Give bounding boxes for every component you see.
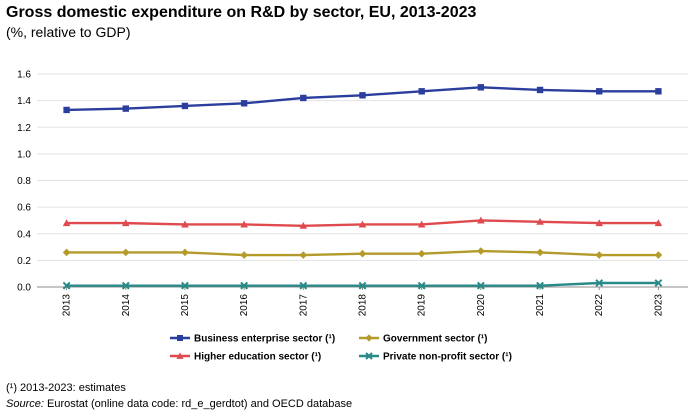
source-note: Source: Eurostat (online data code: rd_e… <box>6 398 352 410</box>
legend-marker <box>176 352 184 359</box>
data-point-government-sector <box>240 251 248 259</box>
data-point-private-non-profit-sector <box>121 281 130 290</box>
data-point-business-enterprise-sector <box>122 105 129 112</box>
y-tick-label: 0.2 <box>17 256 31 267</box>
data-point-private-non-profit-sector <box>595 279 604 287</box>
data-point-business-enterprise-sector <box>181 102 189 110</box>
data-point-private-non-profit-sector <box>299 281 308 290</box>
y-tick-label: 0.0 <box>17 283 31 294</box>
legend-marker <box>365 352 373 360</box>
data-point-business-enterprise-sector <box>63 106 70 114</box>
data-point-business-enterprise-sector <box>418 88 425 95</box>
y-tick-label: 1.2 <box>17 123 31 134</box>
legend-label: Government sector (¹) <box>383 334 487 345</box>
data-point-government-sector <box>536 248 544 257</box>
y-tick-label: 0.8 <box>17 176 31 187</box>
y-tick-label: 0.4 <box>17 229 31 240</box>
data-point-higher-education-sector <box>595 219 604 227</box>
data-point-private-non-profit-sector <box>240 281 249 290</box>
data-point-private-non-profit-sector <box>181 281 189 290</box>
x-tick-label: 2016 <box>239 294 250 317</box>
data-point-higher-education-sector <box>181 220 189 228</box>
source-text: Eurostat (online data code: rd_e_gerdtot… <box>46 398 353 410</box>
data-point-government-sector <box>477 247 485 255</box>
x-tick-label: 2015 <box>180 294 191 317</box>
data-point-higher-education-sector <box>240 220 248 228</box>
x-tick-label: 2023 <box>653 294 664 317</box>
x-tick-label: 2017 <box>298 294 309 317</box>
data-point-business-enterprise-sector <box>477 84 485 91</box>
data-point-private-non-profit-sector <box>536 281 544 290</box>
data-point-government-sector <box>62 248 71 257</box>
data-point-private-non-profit-sector <box>62 281 71 290</box>
data-point-private-non-profit-sector <box>358 281 367 290</box>
data-point-government-sector <box>181 248 189 257</box>
data-point-private-non-profit-sector <box>417 281 426 290</box>
data-point-higher-education-sector <box>536 217 544 225</box>
data-point-higher-education-sector <box>62 219 71 227</box>
data-point-business-enterprise-sector <box>655 88 662 95</box>
data-point-government-sector <box>358 249 367 258</box>
data-point-higher-education-sector <box>477 216 485 224</box>
data-point-business-enterprise-sector <box>536 86 544 94</box>
data-point-government-sector <box>299 251 308 259</box>
chart-subtitle: (%, relative to GDP) <box>6 24 131 40</box>
x-tick-label: 2022 <box>594 294 605 317</box>
data-point-government-sector <box>654 251 663 259</box>
data-point-higher-education-sector <box>417 220 426 228</box>
data-point-higher-education-sector <box>121 219 130 227</box>
data-point-private-non-profit-sector <box>476 281 485 290</box>
x-tick-label: 2013 <box>62 294 73 317</box>
y-tick-label: 1.6 <box>17 70 31 81</box>
x-tick-label: 2014 <box>121 294 132 317</box>
data-point-business-enterprise-sector <box>300 94 307 102</box>
data-point-government-sector <box>121 248 130 257</box>
y-tick-label: 1.4 <box>17 96 31 107</box>
y-tick-label: 0.6 <box>17 203 31 214</box>
legend-label: Business enterprise sector (¹) <box>194 334 335 345</box>
x-tick-label: 2021 <box>535 294 546 317</box>
data-point-business-enterprise-sector <box>596 88 603 95</box>
footnote: (¹) 2013-2023: estimates <box>6 382 126 394</box>
data-point-government-sector <box>595 251 604 259</box>
data-point-government-sector <box>417 249 426 258</box>
x-tick-label: 2020 <box>476 294 487 317</box>
series-line-business-enterprise-sector <box>66 86 659 112</box>
x-tick-label: 2018 <box>358 294 369 317</box>
legend-marker <box>177 335 183 341</box>
y-tick-label: 1.0 <box>17 149 31 160</box>
data-point-business-enterprise-sector <box>359 92 366 99</box>
legend-marker <box>365 334 373 342</box>
source-label: Source: <box>6 398 44 410</box>
data-point-private-non-profit-sector <box>654 279 663 287</box>
data-point-business-enterprise-sector <box>240 100 248 107</box>
chart-title: Gross domestic expenditure on R&D by sec… <box>6 4 477 21</box>
data-point-higher-education-sector <box>358 220 367 228</box>
legend-label: Private non-profit sector (¹) <box>383 352 512 363</box>
x-tick-label: 2019 <box>417 294 428 317</box>
data-point-higher-education-sector <box>654 219 663 227</box>
data-point-higher-education-sector <box>299 221 308 229</box>
legend-label: Higher education sector (¹) <box>194 352 321 363</box>
